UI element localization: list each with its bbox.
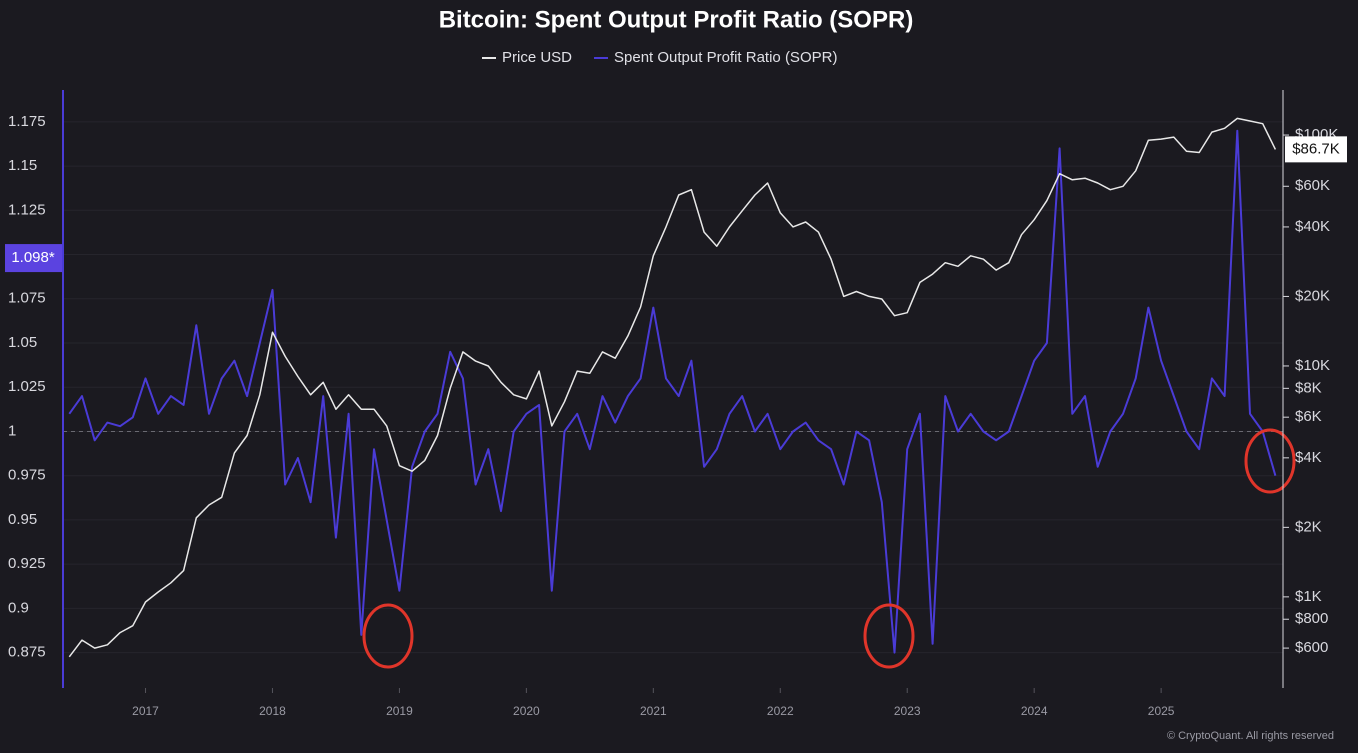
y-tick-label: 0.9 (8, 599, 29, 616)
y2-tick-label: $20K (1295, 287, 1330, 304)
y-tick-label: 1.05 (8, 334, 37, 351)
legend: Price USD Spent Output Profit Ratio (SOPR… (482, 49, 837, 66)
footer: © CryptoQuant. All rights reserved (1167, 730, 1334, 742)
y-tick-label: 1.075 (8, 290, 46, 307)
highlight-circle (362, 603, 414, 669)
x-tick-label: 2018 (259, 704, 286, 718)
y-tick-label: 1.175 (8, 113, 46, 130)
y2-tick-label: $6K (1295, 408, 1322, 425)
y-tick-label: 1 (8, 422, 16, 439)
plot-area (68, 117, 1277, 658)
x-tick-label: 2017 (132, 704, 159, 718)
x-tick-label: 2022 (767, 704, 794, 718)
x-tick-label: 2023 (894, 704, 921, 718)
y2-tick-label: $60K (1295, 177, 1330, 194)
y-tick-label: 0.875 (8, 644, 46, 661)
y2-tick-label: $2K (1295, 518, 1322, 535)
x-tick-label: 2019 (386, 704, 413, 718)
x-tick-label: 2020 (513, 704, 540, 718)
y-tick-label: 0.925 (8, 555, 46, 572)
legend-label: Price USD (502, 49, 572, 66)
y2-tick-label: $600 (1295, 639, 1328, 656)
y2-tick-label: $40K (1295, 218, 1330, 235)
series-line (68, 117, 1277, 658)
chart-title: Bitcoin: Spent Output Profit Ratio (SOPR… (439, 6, 914, 33)
y-tick-label: 1.15 (8, 157, 37, 174)
legend-label: Spent Output Profit Ratio (SOPR) (614, 49, 837, 66)
y2-tick-label: $4K (1295, 449, 1322, 466)
y2-tick-label: $10K (1295, 357, 1330, 374)
current-price-badge (1285, 136, 1347, 163)
y2-tick-label: $8K (1295, 379, 1322, 396)
y-tick-label: 1.025 (8, 378, 46, 395)
current-sopr-label: 1.098* (11, 249, 55, 266)
y-tick-label: 0.975 (8, 467, 46, 484)
y2-tick-label: $1K (1295, 588, 1322, 605)
highlight-circle (863, 603, 915, 669)
x-tick-label: 2024 (1021, 704, 1048, 718)
y-tick-label: 0.95 (8, 511, 37, 528)
current-sopr-badge (5, 244, 62, 273)
current-price-label: $86.7K (1292, 140, 1340, 157)
x-tick-label: 2021 (640, 704, 667, 718)
highlight-circle (1244, 428, 1296, 494)
series-line (68, 129, 1277, 654)
y2-tick-label: $800 (1295, 610, 1328, 627)
y-tick-label: 1.125 (8, 201, 46, 218)
x-tick-label: 2025 (1148, 704, 1175, 718)
